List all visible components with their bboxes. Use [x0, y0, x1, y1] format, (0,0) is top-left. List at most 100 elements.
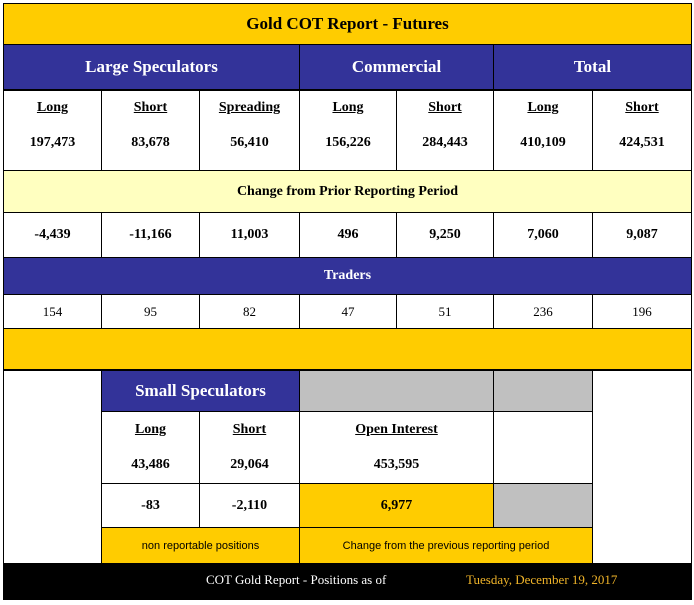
col-header-ls-spreading: Spreading: [200, 96, 299, 120]
grid-line: [493, 45, 494, 89]
grid-line: [4, 170, 691, 171]
grid-line: [493, 91, 494, 170]
traders-total-long: 236: [494, 295, 592, 328]
footer-bar: [4, 564, 691, 599]
small-spec-long-header: Long: [102, 418, 199, 442]
group-total: Total: [494, 45, 691, 89]
position-com-short: 284,443: [397, 130, 493, 156]
grid-line: [101, 295, 102, 328]
grid-line: [199, 295, 200, 328]
col-header-com-long: Long: [300, 96, 396, 120]
traders-value: 154: [42, 303, 63, 319]
change-value: -4,439: [34, 227, 71, 242]
traders-value: 236: [533, 303, 553, 319]
col-header-text: Short: [133, 100, 168, 115]
small-spec-note-text: non reportable positions: [141, 539, 260, 552]
grid-line: [299, 295, 300, 328]
col-header-text: Short: [625, 100, 659, 115]
position-total-long: 410,109: [494, 130, 592, 156]
position-value: 424,531: [619, 135, 665, 150]
group-commercial-label: Commercial: [351, 57, 442, 76]
change-com-long: 496: [300, 213, 396, 257]
change-ls-long: -4,439: [4, 213, 101, 257]
small-speculators-title-text: Small Speculators: [135, 381, 266, 400]
position-value: 410,109: [520, 135, 566, 150]
grid-line: [4, 563, 691, 564]
open-interest-note-text: Change from the previous reporting perio…: [342, 539, 550, 552]
change-com-short: 9,250: [397, 213, 493, 257]
traders-ls-short: 95: [102, 295, 199, 328]
small-spec-long-change-text: -83: [141, 497, 160, 513]
grid-line: [4, 257, 691, 258]
footer-label-text: COT Gold Report - Positions as of: [206, 572, 387, 587]
grid-line: [199, 91, 200, 170]
change-ls-spreading: 11,003: [200, 213, 299, 257]
grid-line: [592, 295, 593, 328]
traders-com-short: 51: [397, 295, 493, 328]
footer-date: Tuesday, December 19, 2017: [466, 572, 617, 590]
open-interest-text: 453,595: [373, 457, 420, 472]
gray-cell-oi-header: [300, 371, 493, 411]
traders-value: 51: [438, 303, 452, 319]
traders-com-long: 47: [300, 295, 396, 328]
group-commercial: Commercial: [300, 45, 493, 89]
change-ls-short: -11,166: [102, 213, 199, 257]
gray-cell-right-header: [494, 371, 592, 411]
small-spec-long-label: Long: [134, 422, 167, 437]
traders-value: 82: [243, 303, 256, 319]
position-total-short: 424,531: [593, 130, 691, 156]
position-com-long: 156,226: [300, 130, 396, 156]
grid-line: [299, 91, 300, 170]
grid-line: [299, 213, 300, 257]
small-spec-short-change: -2,110: [200, 484, 299, 527]
position-ls-spreading: 56,410: [200, 130, 299, 156]
small-spec-short-text: 29,064: [230, 457, 269, 472]
traders-title-text: Traders: [323, 268, 372, 283]
small-spec-note: non reportable positions: [102, 528, 299, 563]
small-spec-short-label: Short: [232, 422, 267, 437]
group-large-speculators-label: Large Speculators: [85, 57, 218, 76]
separator-band: [4, 329, 691, 370]
col-header-ls-long: Long: [4, 96, 101, 120]
open-interest-change-text: 6,977: [380, 497, 413, 513]
grid-line: [199, 411, 200, 527]
change-total-long: 7,060: [494, 213, 592, 257]
open-interest-label: Open Interest: [355, 422, 438, 437]
open-interest-note: Change from the previous reporting perio…: [300, 528, 592, 563]
grid-line: [4, 44, 691, 45]
grid-line: [299, 45, 300, 89]
small-spec-long-change: -83: [102, 484, 199, 527]
change-value: 7,060: [527, 227, 559, 242]
change-title-text: Change from Prior Reporting Period: [236, 183, 459, 199]
grid-line: [592, 213, 593, 257]
grid-line: [493, 371, 494, 527]
change-value: 496: [337, 227, 359, 242]
grid-line: [4, 369, 691, 371]
footer-date-text: Tuesday, December 19, 2017: [466, 572, 618, 587]
change-value: 9,250: [429, 227, 461, 242]
col-header-total-short: Short: [593, 96, 691, 120]
small-spec-short-value: 29,064: [200, 452, 299, 478]
grid-line: [592, 91, 593, 170]
grid-line: [299, 371, 300, 563]
open-interest-header: Open Interest: [300, 418, 493, 442]
small-spec-long-text: 43,486: [131, 457, 170, 472]
change-title: Change from Prior Reporting Period: [4, 171, 691, 212]
col-header-com-short: Short: [397, 96, 493, 120]
grid-line: [396, 213, 397, 257]
grid-line: [101, 483, 593, 484]
open-interest-change: 6,977: [300, 484, 493, 527]
open-interest-value: 453,595: [300, 452, 493, 478]
report-frame: [3, 3, 692, 600]
position-value: 284,443: [422, 135, 468, 150]
change-value: 9,087: [626, 227, 658, 242]
grid-line: [4, 212, 691, 213]
position-value: 83,678: [131, 135, 170, 150]
change-value: -11,166: [129, 227, 172, 242]
gray-cell-right-change: [494, 484, 592, 527]
traders-ls-long: 154: [4, 295, 101, 328]
grid-line: [101, 91, 102, 170]
grid-line: [493, 295, 494, 328]
position-ls-long: 197,473: [4, 130, 101, 156]
col-header-text: Long: [527, 100, 559, 115]
